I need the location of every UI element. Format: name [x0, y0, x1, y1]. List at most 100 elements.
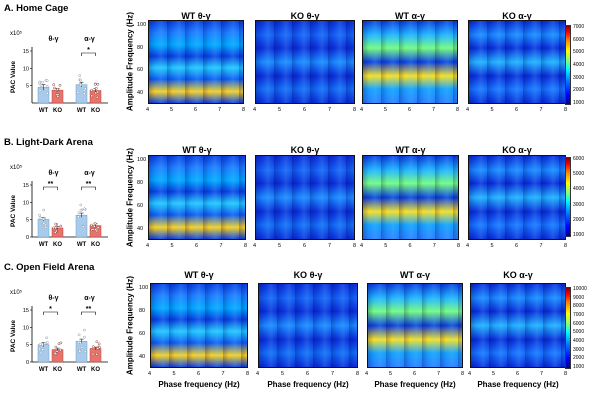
- data-point: [41, 343, 44, 347]
- phase-tick-label: 6: [303, 107, 307, 113]
- heatmap-0: [148, 155, 246, 240]
- phase-tick-label: 5: [492, 371, 496, 377]
- y-tick-label: 0: [26, 360, 29, 366]
- data-point: [96, 346, 99, 350]
- bar-ko: [89, 348, 102, 363]
- phase-tick-label: 6: [408, 107, 412, 113]
- colorbar-tick-label: 6000: [573, 36, 585, 43]
- phase-tick-label: 8: [244, 243, 248, 249]
- data-point: [95, 340, 99, 344]
- colorbar-tick-label: 4000: [573, 186, 585, 193]
- phase-tick-label: 8: [246, 371, 250, 377]
- section-title-1: B. Light-Dark Arena: [4, 137, 93, 148]
- data-point: [56, 95, 60, 98]
- phase-xlabel: Phase frequency (Hz): [374, 380, 456, 389]
- ko-label: KO: [91, 108, 100, 114]
- colorbar: [565, 157, 571, 237]
- heatmap-title-3: KO α-γ: [502, 145, 532, 155]
- data-point: [46, 341, 49, 344]
- phase-tick-label: 5: [490, 243, 494, 249]
- heatmap-texture: [363, 156, 458, 239]
- data-point: [38, 80, 42, 84]
- data-point: [95, 96, 99, 99]
- colorbar-tick-label: 7000: [573, 24, 585, 30]
- phase-tick-label: 4: [466, 243, 470, 249]
- heatmap-0: [148, 20, 244, 104]
- data-point: [93, 222, 97, 225]
- heatmap-title-2: WT α-γ: [399, 270, 431, 280]
- colorbar-tick-label: 1000: [573, 232, 585, 238]
- phase-tick-label: 7: [218, 107, 222, 113]
- heatmap-0: [150, 283, 248, 368]
- data-point: [83, 328, 86, 332]
- group-label-0: θ-γ: [48, 170, 58, 177]
- phase-tick-label: 8: [461, 371, 465, 377]
- significance-bracket: [81, 311, 96, 315]
- data-point: [42, 217, 45, 221]
- ko-label: KO: [91, 367, 100, 373]
- data-point: [38, 347, 41, 351]
- data-point: [93, 83, 97, 86]
- phase-tick-label: 6: [515, 243, 519, 249]
- significance-stars: *: [49, 306, 52, 313]
- phase-tick-label: 4: [146, 243, 150, 249]
- y-tick-label: 5: [26, 84, 29, 90]
- group-label-0: θ-γ: [48, 295, 58, 302]
- data-point: [42, 208, 46, 212]
- phase-tick-label: 5: [170, 243, 174, 249]
- heatmap-3: [468, 155, 566, 240]
- data-point: [80, 346, 84, 349]
- data-point: [76, 91, 80, 94]
- data-point: [53, 231, 57, 234]
- y-tick-label: 5: [26, 218, 29, 224]
- data-point: [45, 79, 49, 82]
- phase-tick-label: 6: [413, 371, 417, 377]
- phase-tick-label: 4: [148, 371, 152, 377]
- data-point: [56, 87, 60, 91]
- amp-tick-label: 40: [139, 353, 146, 360]
- phase-tick-label: 8: [564, 371, 568, 377]
- significance-stars: **: [86, 306, 92, 313]
- data-point: [41, 348, 44, 351]
- phase-tick-label: 8: [456, 107, 460, 113]
- bar-wt: [75, 214, 88, 238]
- phase-tick-label: 7: [328, 107, 332, 113]
- significance-bracket: [43, 186, 58, 190]
- data-point: [91, 228, 95, 231]
- group-label-1: α-γ: [84, 36, 95, 43]
- data-point: [77, 215, 80, 218]
- phase-tick-label: 4: [468, 371, 472, 377]
- phase-tick-label: 4: [360, 107, 364, 113]
- wt-label: WT: [77, 367, 87, 373]
- colorbar-tick-label: 6000: [573, 156, 585, 162]
- heatmap-title-3: KO α-γ: [503, 270, 533, 280]
- amp-tick-label: 60: [139, 331, 146, 337]
- colorbar-tick-label: 1000: [573, 364, 585, 370]
- significance-bracket: [43, 311, 58, 315]
- heatmap-2: [362, 20, 458, 104]
- ko-label: KO: [91, 242, 100, 248]
- heatmap-title-0: WT θ-γ: [184, 270, 214, 280]
- data-point: [38, 89, 42, 92]
- amp-tick-label: 100: [139, 285, 149, 292]
- phase-tick-label: 6: [195, 243, 199, 249]
- data-point: [42, 221, 46, 225]
- phase-xlabel: Phase frequency (Hz): [267, 380, 349, 389]
- colorbar-tick-label: 2000: [573, 216, 585, 223]
- data-point: [79, 203, 83, 207]
- phase-tick-label: 8: [353, 107, 357, 113]
- phase-tick-label: 5: [278, 243, 282, 249]
- section-title-0: A. Home Cage: [4, 3, 69, 14]
- data-point: [38, 343, 42, 346]
- group-label-1: α-γ: [84, 295, 95, 302]
- data-point: [57, 342, 61, 346]
- ko-label: KO: [53, 367, 62, 373]
- amp-tick-label: 100: [137, 22, 147, 29]
- phase-tick-label: 7: [432, 243, 436, 249]
- heatmap-texture: [151, 284, 247, 367]
- amp-tick-label: 40: [137, 225, 144, 232]
- wt-label: WT: [39, 242, 49, 248]
- amplitude-ylabel: Amplitude Frequency (Hz): [125, 275, 135, 375]
- phase-tick-label: 6: [516, 371, 520, 377]
- data-point: [79, 83, 83, 87]
